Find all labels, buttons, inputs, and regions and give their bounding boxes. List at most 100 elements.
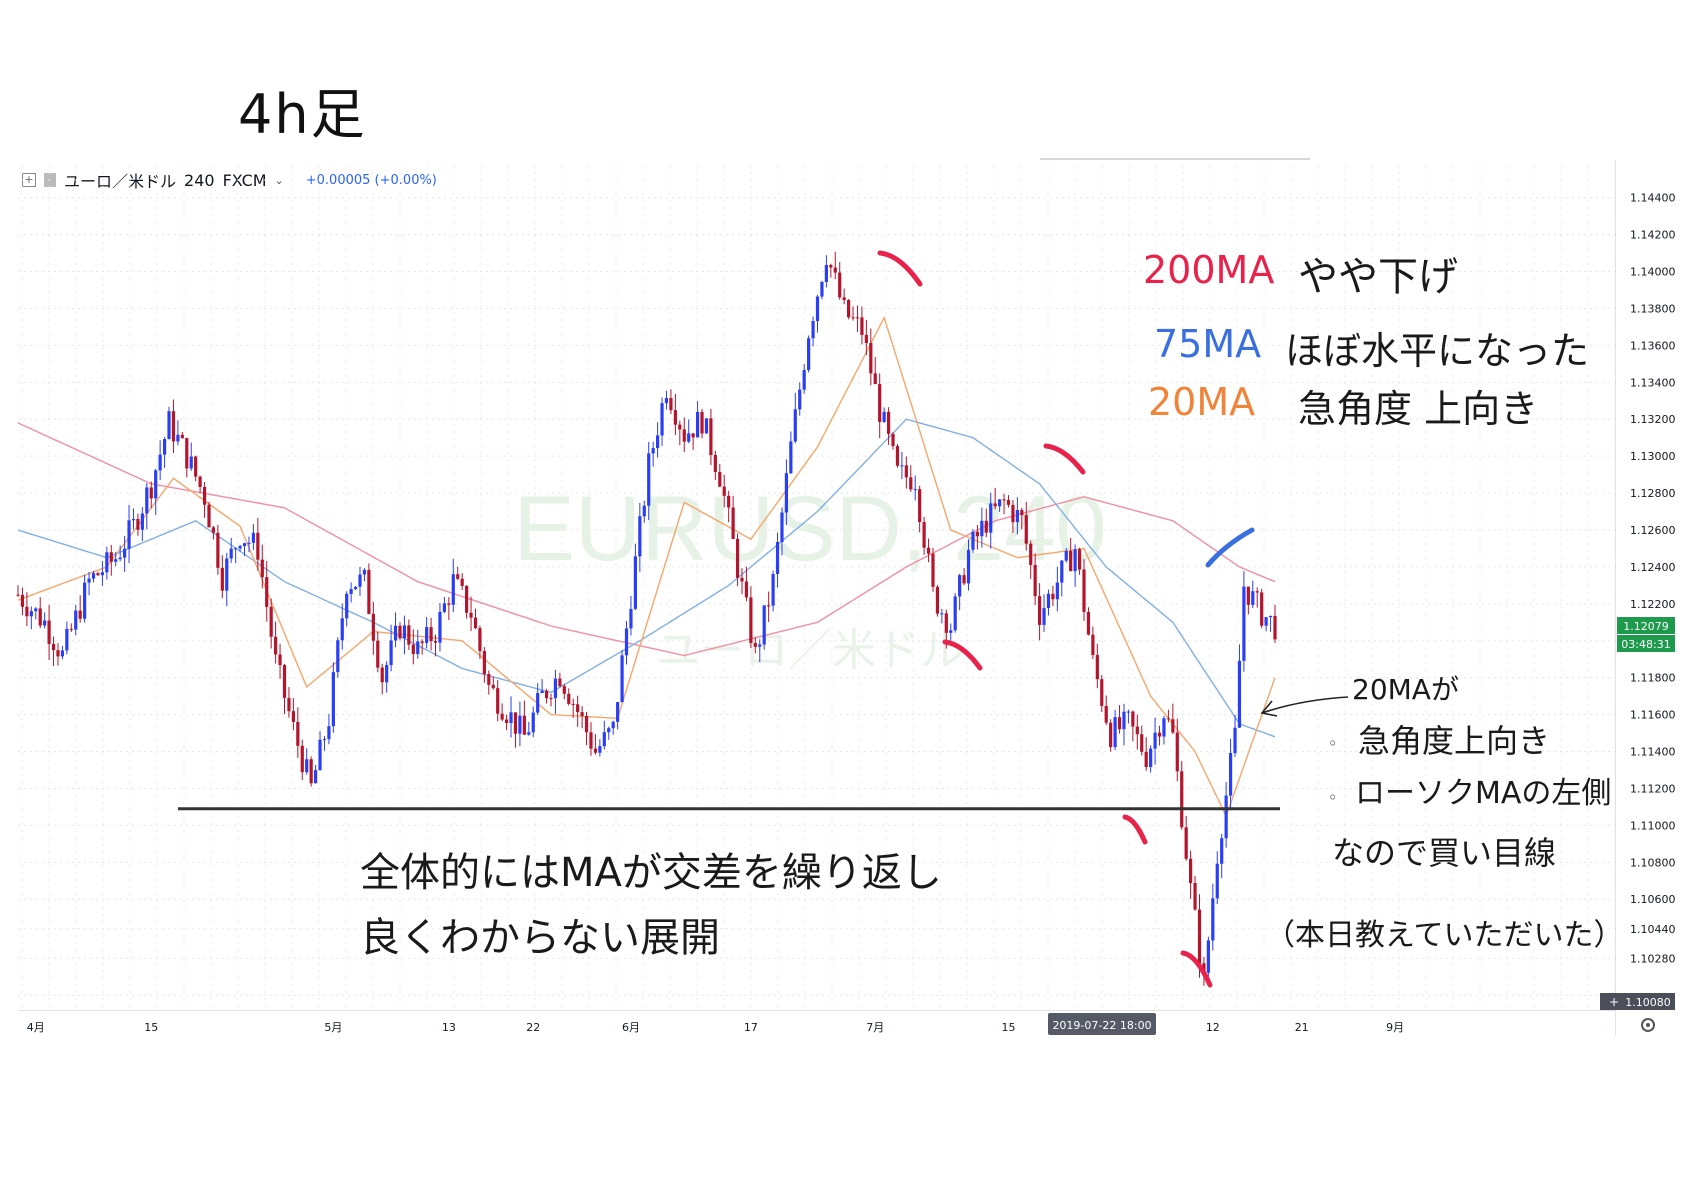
price-tick-label: 1.11000 [1630, 819, 1676, 832]
candle-body [824, 265, 828, 283]
candle-body [864, 334, 868, 344]
candle-body [25, 606, 29, 617]
candle-body [140, 513, 144, 530]
candle-body [1117, 717, 1122, 730]
candle-body [731, 507, 735, 539]
candle-body [51, 643, 56, 651]
price-tick-label: 1.10800 [1630, 856, 1676, 869]
candle-body [509, 712, 513, 724]
candle-body [1206, 940, 1210, 973]
price-tick-label: 1.13600 [1630, 339, 1676, 352]
candle-body [1122, 711, 1126, 730]
candle-body [798, 389, 802, 410]
candle-body [438, 611, 442, 643]
flag-icon [44, 173, 56, 187]
candle-body [451, 574, 455, 605]
candle-body [1104, 705, 1108, 723]
candle-body [109, 552, 113, 562]
settings-gear-icon [1641, 1018, 1655, 1032]
candle-body [767, 605, 771, 607]
candle-body [220, 567, 224, 591]
candle-body [416, 641, 420, 655]
candle-body [1042, 608, 1046, 625]
broker-label[interactable]: FXCM [222, 170, 267, 190]
price-tick-label: 1.12600 [1630, 524, 1676, 537]
candle-body [473, 617, 478, 629]
candle-body [465, 585, 469, 613]
candle-body [1193, 883, 1197, 910]
candle-body [1060, 560, 1064, 583]
candle-body [1011, 504, 1015, 523]
interval-label[interactable]: 240 [184, 170, 215, 190]
price-change: +0.00005 (+0.00%) [305, 172, 437, 188]
time-tick-label: 13 [442, 1021, 456, 1034]
candle-body [162, 439, 167, 455]
candle-body [309, 759, 313, 784]
candle-body [851, 317, 855, 319]
candle-body [393, 625, 398, 641]
candle-body [1268, 615, 1273, 618]
candle-body [260, 559, 264, 578]
candle-body [709, 418, 713, 455]
candle-body [447, 603, 451, 605]
candle-body [895, 446, 900, 466]
candle-body [402, 625, 407, 639]
price-tick-label: 1.11200 [1630, 782, 1676, 795]
candle-body [873, 373, 877, 385]
candle-body [136, 519, 140, 530]
candle-body [567, 693, 571, 704]
candle-body [74, 610, 78, 630]
right-note-head: 20MAが [1352, 673, 1459, 706]
candle-body [1184, 827, 1188, 859]
candle-body [398, 625, 402, 639]
candle-body [811, 321, 815, 339]
candle-body [1073, 549, 1077, 572]
candle-body [1002, 499, 1006, 501]
chevron-down-icon[interactable]: ⌄ [274, 173, 284, 187]
candle-body [878, 384, 882, 422]
candle-body [1220, 838, 1224, 864]
time-tick-label: 12 [1206, 1021, 1220, 1034]
candle-body [362, 569, 367, 575]
candle-body [1095, 655, 1099, 680]
candle-body [380, 667, 384, 683]
crosshair-date: 2019-07-22 18:00 [1052, 1019, 1151, 1032]
candle-body [287, 697, 291, 712]
candle-body [47, 620, 51, 644]
candle-body [433, 641, 438, 643]
time-axis-divider [18, 1010, 1615, 1011]
candle-body [660, 403, 664, 436]
blue-stroke-mark [1205, 527, 1255, 568]
candle-body [966, 549, 971, 584]
candle-body [291, 711, 295, 722]
red-stroke-mark [1180, 950, 1213, 988]
candle-body [704, 418, 709, 434]
candle-body [238, 546, 242, 549]
candle-body [318, 739, 322, 771]
candle-body [194, 456, 198, 477]
price-tick-label: 1.10280 [1630, 952, 1676, 965]
crosshair-date-badge: 2019-07-22 18:00 [1048, 1013, 1156, 1035]
bar-countdown: 03:48:31 [1621, 638, 1670, 651]
candle-body [544, 690, 549, 699]
candle-body [682, 429, 686, 442]
candle-body [855, 317, 860, 319]
candle-body [313, 770, 318, 784]
ma200-label: 200MA [1143, 248, 1275, 292]
candle-body [527, 732, 531, 735]
candle-body [1189, 858, 1193, 884]
candle-body [1033, 564, 1037, 597]
candle-body [251, 532, 256, 543]
candle-body [762, 605, 766, 645]
candle-body [918, 489, 922, 523]
candle-body [367, 569, 371, 614]
candle-body [1264, 617, 1268, 626]
right-note-credit: （本日教えていただいた） [1265, 918, 1624, 953]
time-tick-label: 17 [744, 1021, 758, 1034]
candle-body [1086, 611, 1091, 635]
symbol-name[interactable]: ユーロ／米ドル [64, 172, 177, 191]
candle-body [598, 746, 602, 753]
candle-body [345, 593, 349, 619]
candle-body [695, 412, 700, 438]
